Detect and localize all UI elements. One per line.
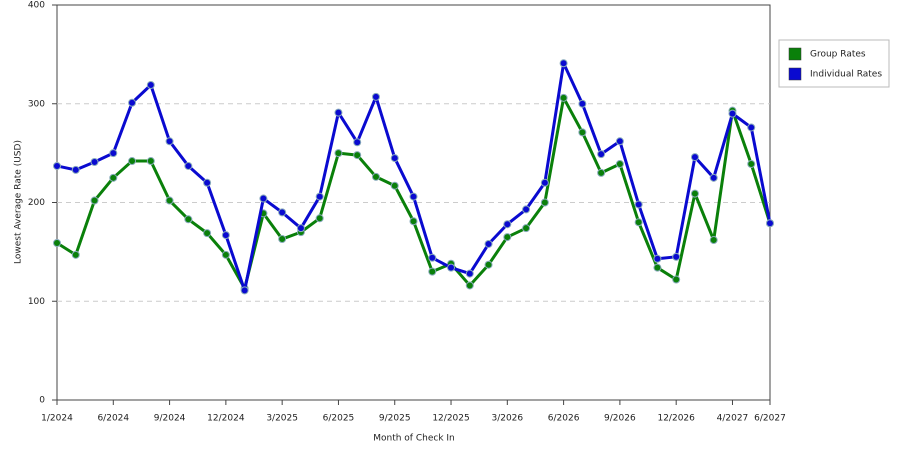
x-tick-label: 9/2024 xyxy=(154,414,186,424)
point xyxy=(522,224,531,233)
legend-swatch xyxy=(788,67,802,81)
point xyxy=(353,151,362,160)
y-tick-label: 400 xyxy=(28,1,45,11)
point xyxy=(728,109,737,118)
point xyxy=(278,208,287,217)
point xyxy=(128,157,137,166)
point xyxy=(315,192,324,201)
point xyxy=(540,198,549,207)
point xyxy=(278,235,287,244)
point xyxy=(653,263,662,272)
point xyxy=(409,192,418,201)
point xyxy=(615,159,624,168)
x-tick-label: 6/2024 xyxy=(97,414,129,424)
point xyxy=(747,159,756,168)
point xyxy=(690,189,699,198)
point xyxy=(465,269,474,278)
point xyxy=(128,98,137,107)
point xyxy=(709,236,718,245)
point xyxy=(221,231,230,240)
point xyxy=(578,99,587,108)
point xyxy=(371,92,380,101)
y-tick-label: 0 xyxy=(39,396,45,406)
point xyxy=(766,219,774,228)
point xyxy=(165,196,174,205)
point xyxy=(578,128,587,137)
point xyxy=(109,149,118,158)
point xyxy=(634,200,643,209)
point xyxy=(634,218,643,227)
point xyxy=(109,173,118,182)
point xyxy=(709,173,718,182)
x-tick-label: 4/2027 xyxy=(717,414,749,424)
point xyxy=(615,137,624,146)
point xyxy=(465,281,474,290)
x-tick-label: 3/2025 xyxy=(266,414,298,424)
point xyxy=(371,172,380,181)
point xyxy=(315,214,324,223)
point xyxy=(53,238,61,247)
x-tick-label: 12/2024 xyxy=(207,414,245,424)
x-axis-label: Month of Check In xyxy=(373,434,455,444)
y-axis-label: Lowest Average Rate (USD) xyxy=(14,140,24,264)
point xyxy=(390,154,399,163)
point xyxy=(672,275,681,284)
point xyxy=(353,138,362,147)
legend-label: Group Rates xyxy=(810,50,866,60)
point xyxy=(690,153,699,162)
point xyxy=(221,250,230,259)
point xyxy=(90,196,99,205)
point xyxy=(334,108,343,117)
y-tick-label: 200 xyxy=(28,198,45,208)
point xyxy=(184,161,193,170)
point xyxy=(240,286,249,295)
point xyxy=(597,150,606,159)
x-tick-label: 3/2026 xyxy=(491,414,523,424)
point xyxy=(747,123,756,132)
point xyxy=(90,158,99,167)
point xyxy=(71,250,80,259)
point xyxy=(53,161,61,170)
point xyxy=(390,181,399,190)
x-tick-label: 12/2025 xyxy=(432,414,469,424)
point xyxy=(522,205,531,214)
point xyxy=(296,224,305,233)
x-tick-label: 6/2027 xyxy=(754,414,786,424)
point xyxy=(540,178,549,187)
point xyxy=(146,157,155,166)
point xyxy=(165,137,174,146)
legend-label: Individual Rates xyxy=(810,70,882,80)
x-tick-label: 12/2026 xyxy=(657,414,695,424)
x-tick-label: 6/2025 xyxy=(323,414,355,424)
x-tick-label: 6/2026 xyxy=(548,414,580,424)
y-tick-label: 300 xyxy=(28,99,45,109)
point xyxy=(484,260,493,269)
x-tick-label: 9/2025 xyxy=(379,414,411,424)
point xyxy=(672,252,681,261)
x-tick-label: 1/2024 xyxy=(41,414,73,424)
point xyxy=(203,178,212,187)
point xyxy=(559,93,568,102)
point xyxy=(503,233,512,242)
point xyxy=(71,165,80,174)
point xyxy=(146,80,155,89)
point xyxy=(203,229,212,238)
point xyxy=(409,217,418,226)
point xyxy=(184,215,193,224)
point xyxy=(259,194,268,203)
point xyxy=(334,149,343,158)
point xyxy=(653,254,662,263)
point xyxy=(503,220,512,229)
point xyxy=(597,168,606,177)
y-tick-label: 100 xyxy=(28,297,45,307)
x-tick-label: 9/2026 xyxy=(604,414,636,424)
point xyxy=(428,267,437,276)
point xyxy=(428,253,437,262)
legend-swatch xyxy=(788,47,802,61)
point xyxy=(484,239,493,248)
point xyxy=(559,59,568,68)
point xyxy=(447,263,456,272)
